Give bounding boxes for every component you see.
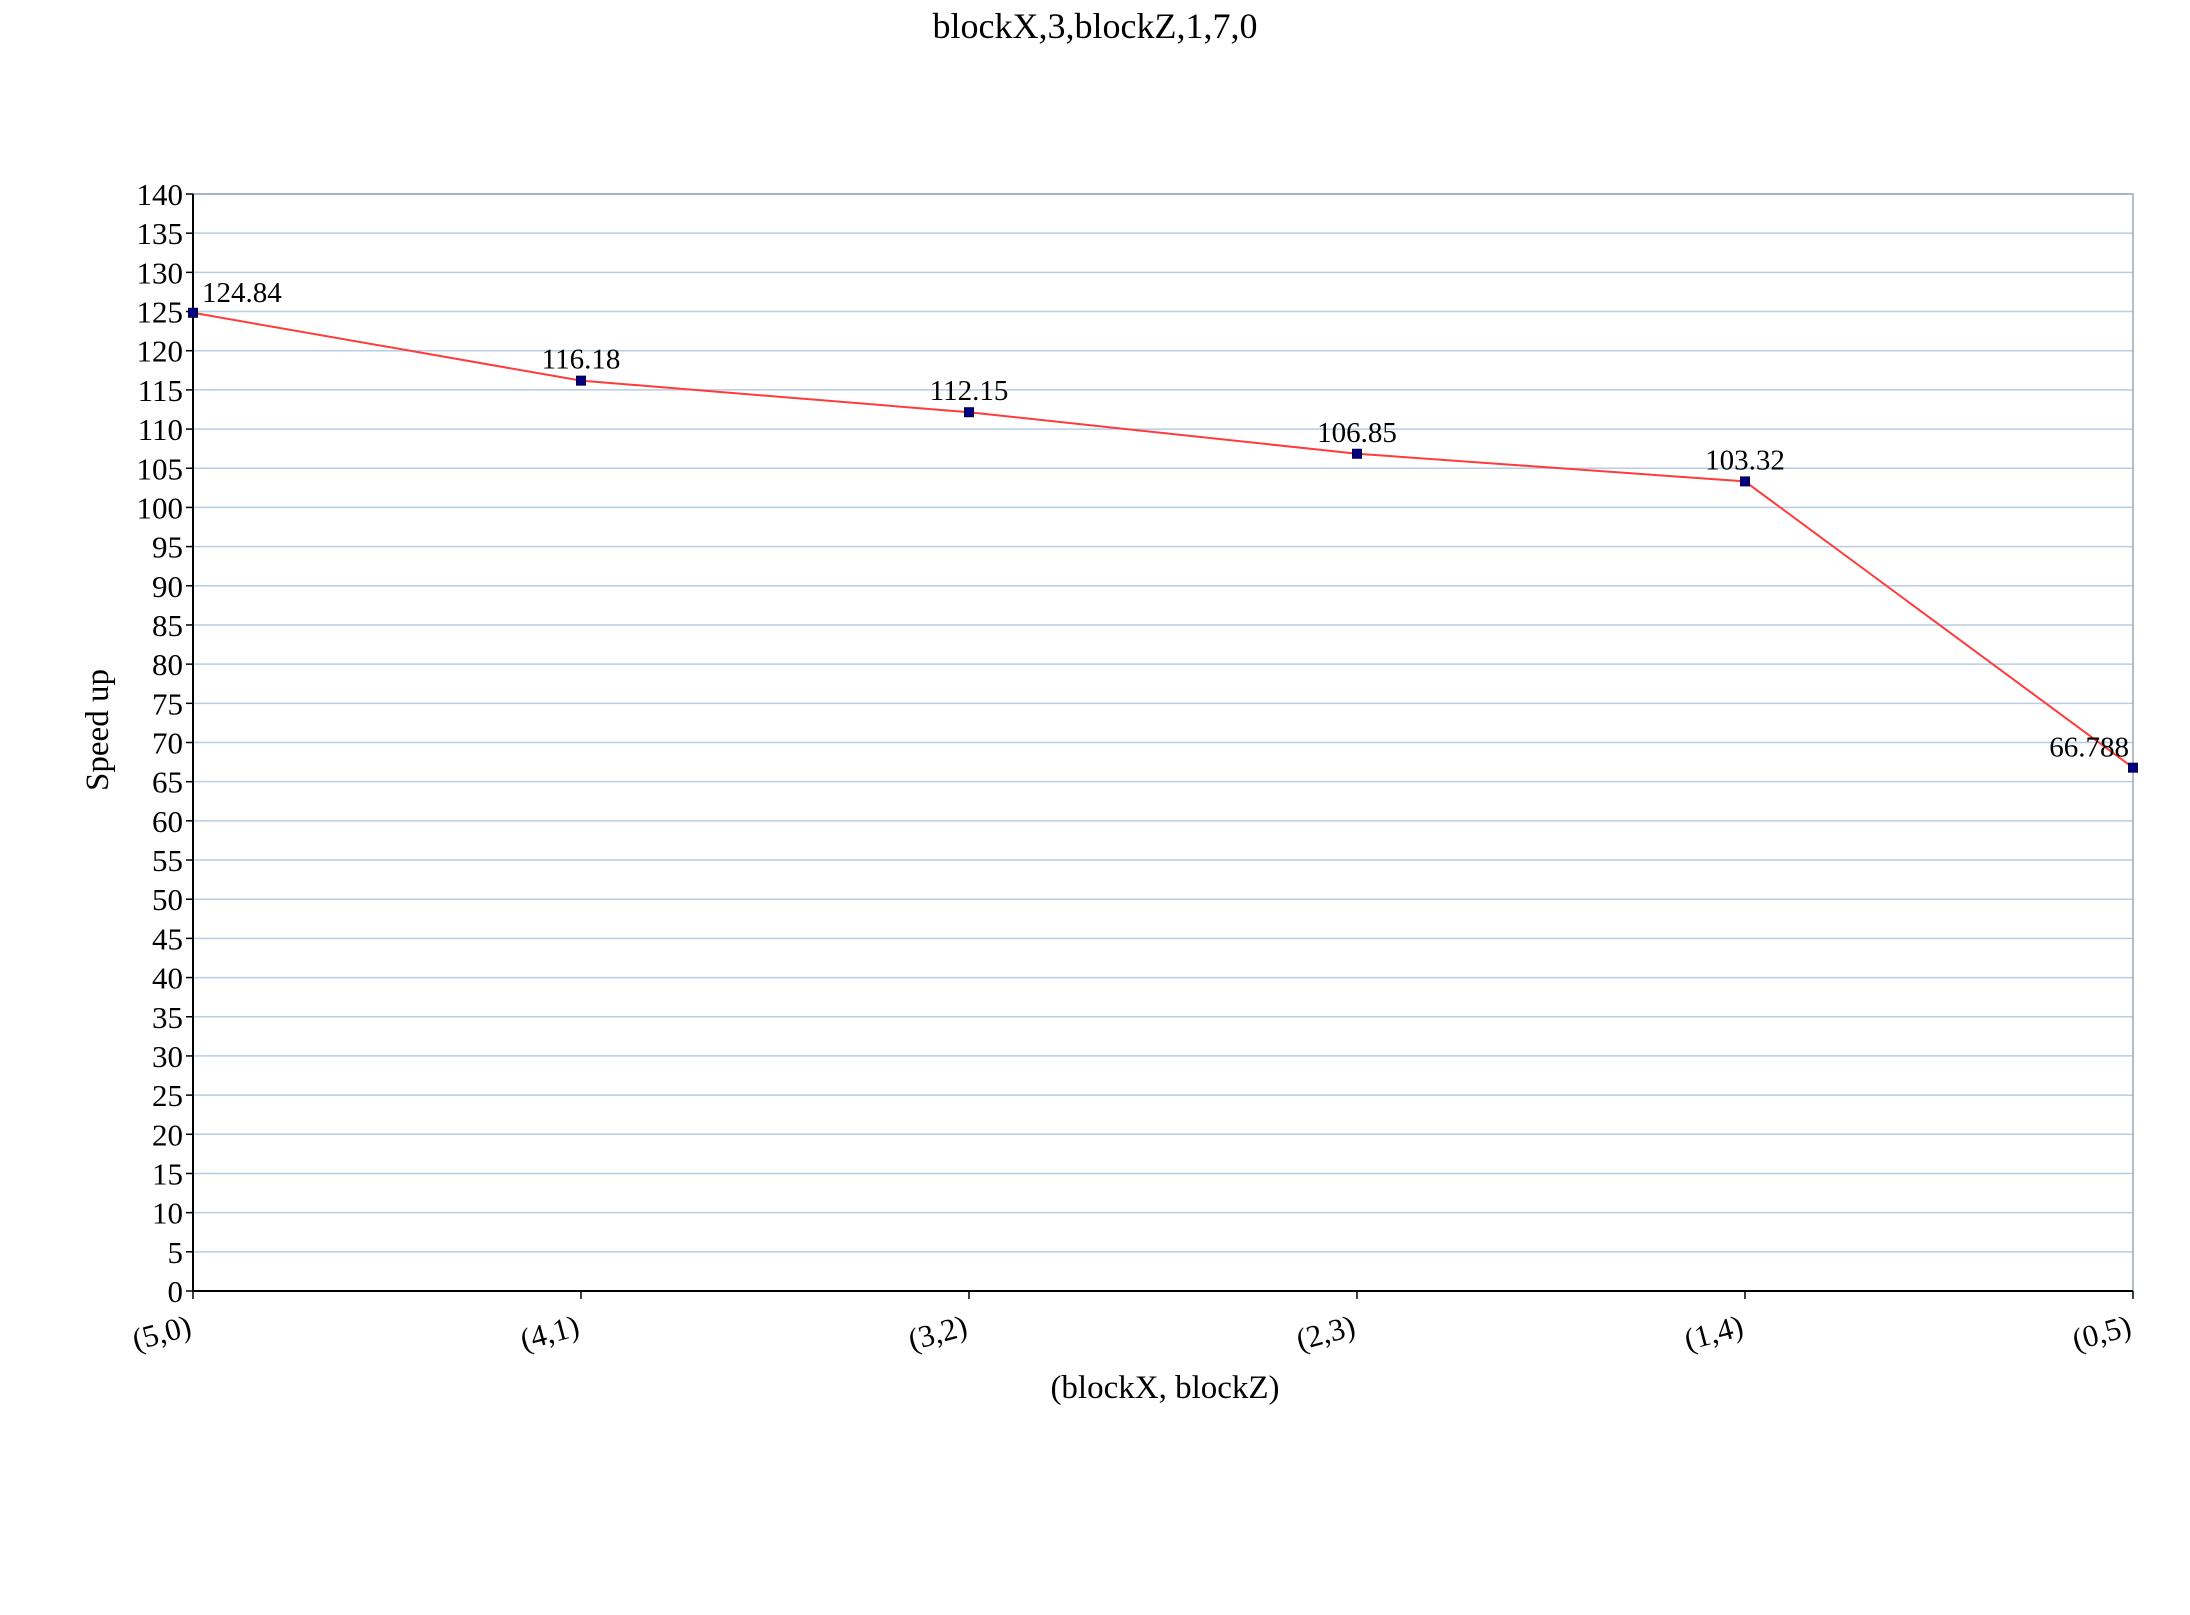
y-axis-label: Speed up xyxy=(80,669,116,791)
y-tick-label: 80 xyxy=(152,647,183,682)
y-tick-label: 25 xyxy=(152,1078,183,1113)
data-label: 66.788 xyxy=(2049,732,2129,764)
y-tick-label: 45 xyxy=(152,921,183,956)
y-tick-label: 30 xyxy=(152,1039,183,1074)
data-point xyxy=(576,375,586,386)
data-point xyxy=(1352,448,1362,459)
y-tick-label: 140 xyxy=(137,177,184,212)
series-line xyxy=(192,311,2134,769)
y-tick-label: 5 xyxy=(168,1235,184,1270)
y-tick-label: 105 xyxy=(137,451,184,486)
y-tick-label: 15 xyxy=(152,1156,183,1191)
data-label: 124.84 xyxy=(202,277,282,309)
y-tick-label: 20 xyxy=(152,1117,183,1152)
y-tick-label: 100 xyxy=(137,490,184,525)
y-tick-label: 40 xyxy=(152,961,183,996)
grid-lines xyxy=(193,193,2133,1253)
y-tick-label: 90 xyxy=(152,569,183,604)
x-tick-label: (2,3) xyxy=(1292,1308,1358,1357)
y-tick-label: 120 xyxy=(137,334,184,369)
chart-title: blockX,3,blockZ,1,7,0 xyxy=(933,6,1258,46)
y-tick-label: 130 xyxy=(137,255,184,290)
x-axis-ticks: (5,0) (4,1) (3,2) (2,3) (1,4) (0,5) xyxy=(128,1291,2135,1357)
x-tick-label: (5,0) xyxy=(128,1308,194,1357)
y-tick-label: 60 xyxy=(152,804,183,839)
y-tick-label: 70 xyxy=(152,726,183,761)
y-tick-label: 135 xyxy=(137,216,184,251)
y-tick-label: 50 xyxy=(152,882,183,917)
x-tick-label: (1,4) xyxy=(1680,1308,1746,1357)
x-axis-label: (blockX, blockZ) xyxy=(1050,1370,1279,1406)
data-label: 116.18 xyxy=(542,344,621,376)
y-tick-label: 110 xyxy=(138,412,183,447)
data-labels: 124.84 116.18 112.15 106.85 103.32 66.788 xyxy=(202,277,2129,764)
data-label: 106.85 xyxy=(1317,417,1397,449)
data-point xyxy=(188,307,198,318)
data-point xyxy=(1740,476,1750,487)
data-point xyxy=(2128,762,2138,773)
data-label: 112.15 xyxy=(930,375,1009,407)
y-tick-label: 85 xyxy=(152,608,183,643)
data-point xyxy=(964,407,974,418)
y-axis-ticks: 0 5 10 15 20 25 30 35 40 45 50 55 60 65 70 75 80 85 90 95 10… xyxy=(137,177,193,1309)
x-tick-label: (3,2) xyxy=(904,1308,970,1357)
y-tick-label: 65 xyxy=(152,765,183,800)
y-tick-label: 115 xyxy=(138,373,183,408)
data-label: 103.32 xyxy=(1705,444,1785,476)
series-speed-up xyxy=(188,307,2138,773)
x-tick-label: (0,5) xyxy=(2068,1308,2134,1357)
y-tick-label: 125 xyxy=(137,295,184,330)
y-tick-label: 55 xyxy=(152,843,183,878)
x-tick-label: (4,1) xyxy=(516,1308,582,1357)
y-tick-label: 75 xyxy=(152,686,183,721)
y-tick-label: 35 xyxy=(152,1000,183,1035)
y-tick-label: 10 xyxy=(152,1196,183,1231)
y-tick-label: 95 xyxy=(152,530,183,565)
y-tick-label: 0 xyxy=(168,1274,184,1309)
